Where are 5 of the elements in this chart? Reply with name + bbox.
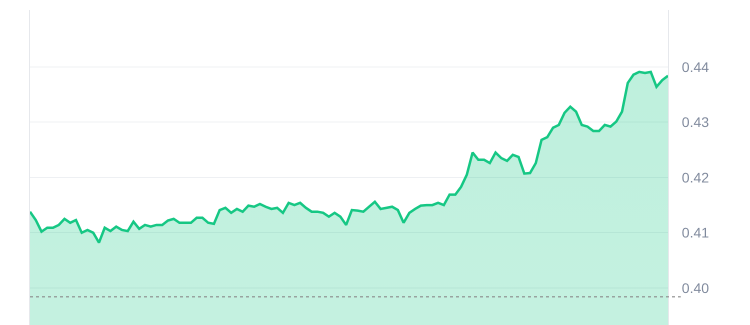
y-tick-label: 0.40 [682,280,710,296]
y-tick-label: 0.42 [682,169,710,186]
y-tick-label: 0.44 [682,58,710,75]
y-tick-label: 0.43 [682,114,710,130]
y-tick-label: 0.41 [682,224,710,241]
